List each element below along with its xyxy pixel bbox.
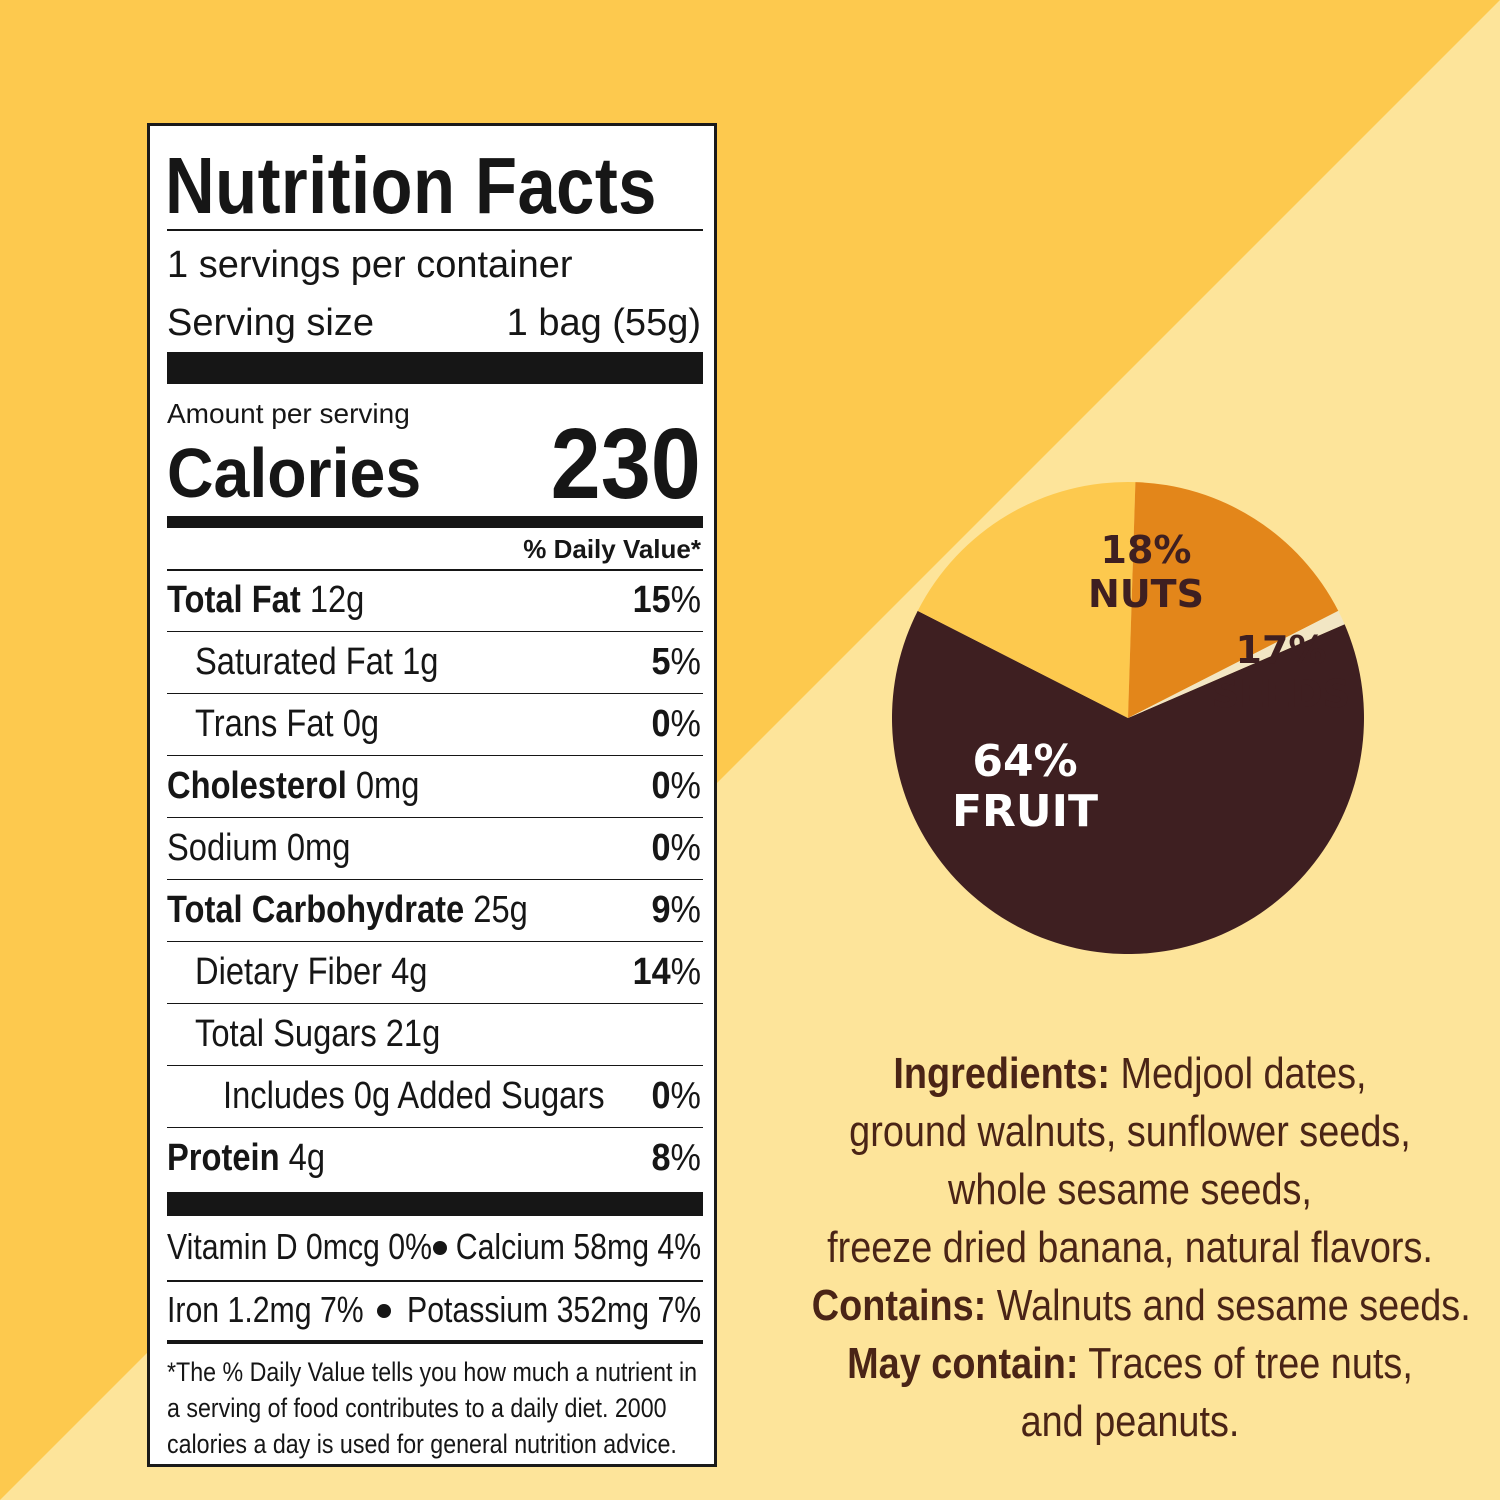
iron: Iron 1.2mg 7% [167, 1289, 364, 1330]
nutrient-pct: 5 [651, 641, 671, 683]
row-divider [167, 692, 703, 694]
fruit-name-label: FRUIT [952, 786, 1098, 837]
nutrient-name: Sodium 0mg [167, 827, 351, 869]
nutrient-row-cholesterol: Cholesterol 0mg 0% [167, 756, 703, 818]
medium-divider [167, 516, 703, 528]
contains-text: Walnuts and sesame seeds. [986, 1281, 1471, 1330]
nutrient-pct: 0 [651, 827, 671, 869]
nutrition-facts-title: Nutrition Facts [165, 141, 657, 230]
may-contain-label: May contain: [847, 1339, 1079, 1388]
pct-sign: % [670, 703, 701, 745]
pie-slice-seeds [1128, 482, 1339, 718]
nutrient-name: Protein [167, 1137, 280, 1179]
pct-sign: % [670, 889, 701, 931]
seeds-name-label: SEEDS [1212, 672, 1350, 716]
calories-label: Calories [167, 434, 422, 512]
divider [167, 1340, 703, 1344]
pct-sign: % [670, 1075, 701, 1117]
pie-slice-fruit [891, 610, 1364, 955]
fruit-percent-label: 64% [972, 736, 1077, 787]
nutrient-amount: 12g [300, 579, 365, 621]
pct-sign: % [670, 1137, 701, 1179]
ingredients-line: whole sesame seeds, [948, 1165, 1312, 1214]
pct-sign: % [670, 579, 701, 621]
calcium: Calcium 58mg 4% [455, 1226, 701, 1267]
ingredients-line: freeze dried banana, natural flavors. [827, 1223, 1433, 1272]
pie-slice-remainder [1128, 610, 1345, 718]
nutrient-row-total-carbohydrate: Total Carbohydrate 25g 9% [167, 880, 703, 942]
nutrient-row-total-sugars: Total Sugars 21g [167, 1004, 703, 1066]
calories-value: 230 [550, 408, 701, 520]
nutrient-name: Includes 0g Added Sugars [223, 1075, 605, 1117]
nutrient-row-sodium: Sodium 0mg 0% [167, 818, 703, 880]
pct-sign: % [670, 951, 701, 993]
pct-sign: % [670, 765, 701, 807]
nutrient-name: Cholesterol [167, 765, 347, 807]
nutrient-pct: 0 [651, 703, 671, 745]
ingredients-block: Ingredients: Medjool dates, ground walnu… [760, 1045, 1500, 1451]
ingredients-label: Ingredients: [893, 1049, 1110, 1098]
nutrient-row-trans-fat: Trans Fat 0g 0% [167, 694, 703, 756]
ingredients-line: ground walnuts, sunflower seeds, [849, 1107, 1411, 1156]
row-divider [167, 630, 703, 632]
pct-sign: % [670, 827, 701, 869]
row-divider [167, 940, 703, 942]
row-divider [167, 754, 703, 756]
nutrient-name: Trans Fat 0g [195, 703, 380, 745]
servings-per-container: 1 servings per container [167, 244, 573, 286]
nutrient-name: Total Fat [167, 579, 301, 621]
nutrition-facts-label: Nutrition Facts 1 servings per container… [147, 123, 717, 1467]
row-divider [167, 816, 703, 818]
divider [167, 569, 703, 571]
nutrient-name: Total Carbohydrate [167, 889, 465, 931]
row-divider [167, 878, 703, 880]
nutrient-pct: 8 [651, 1137, 671, 1179]
nutrient-pct: 0 [651, 1075, 671, 1117]
amount-per-serving: Amount per serving [167, 398, 410, 429]
daily-value-header: % Daily Value* [523, 534, 701, 564]
contains-line: Contains: Walnuts and sesame seeds. [811, 1277, 1471, 1335]
seeds-percent-label: 17% [1236, 628, 1327, 672]
bullet [433, 1241, 447, 1255]
nutrient-amount: 25g [464, 889, 528, 931]
nuts-name-label: NUTS [1088, 572, 1204, 616]
nutrient-name: Dietary Fiber 4g [195, 951, 428, 993]
daily-value-footnote: *The % Daily Value tells you how much a … [167, 1357, 698, 1459]
nutrient-row-protein: Protein 4g 8% [167, 1128, 703, 1188]
nutrient-pct: 9 [651, 889, 671, 931]
divider [167, 229, 703, 231]
nutrient-row-saturated-fat: Saturated Fat 1g 5% [167, 632, 703, 694]
thick-divider [167, 1192, 703, 1216]
row-divider [167, 1126, 703, 1128]
thick-divider [167, 352, 703, 384]
potassium: Potassium 352mg 7% [406, 1289, 701, 1330]
nutrient-name: Total Sugars 21g [195, 1013, 441, 1055]
nuts-percent-label: 18% [1101, 528, 1192, 572]
nutrient-row-dietary-fiber: Dietary Fiber 4g 14% [167, 942, 703, 1004]
nutrient-amount: 4g [279, 1137, 326, 1179]
nutrient-pct: 0 [651, 765, 671, 807]
serving-size-value: 1 bag (55g) [506, 302, 701, 344]
row-divider [167, 1002, 703, 1004]
pct-sign: % [670, 641, 701, 683]
row-divider [167, 1064, 703, 1066]
nutrient-amount: 0mg [346, 765, 420, 807]
divider [167, 1280, 703, 1282]
contains-label: Contains: [811, 1281, 987, 1330]
nutrient-row-total-fat: Total Fat 12g 15% [167, 570, 703, 632]
ingredients-line: and peanuts. [1020, 1397, 1240, 1446]
may-contain-line: May contain: Traces of tree nuts, [812, 1335, 1448, 1393]
bullet [377, 1304, 391, 1318]
nutrient-row-added-sugars: Includes 0g Added Sugars 0% [167, 1066, 703, 1128]
pie-slice-nuts [917, 481, 1136, 718]
nutrient-pct: 14 [632, 951, 671, 993]
vitamin-d: Vitamin D 0mcg 0% [167, 1226, 432, 1267]
ingredients-line: Ingredients: Medjool dates, [812, 1045, 1448, 1103]
nutrient-name: Saturated Fat 1g [195, 641, 439, 683]
may-contain-text: Traces of tree nuts, [1078, 1339, 1413, 1388]
nutrient-pct: 15 [632, 579, 671, 621]
ingredients-text: Medjool dates, [1109, 1049, 1367, 1098]
serving-size-label: Serving size [167, 302, 374, 344]
